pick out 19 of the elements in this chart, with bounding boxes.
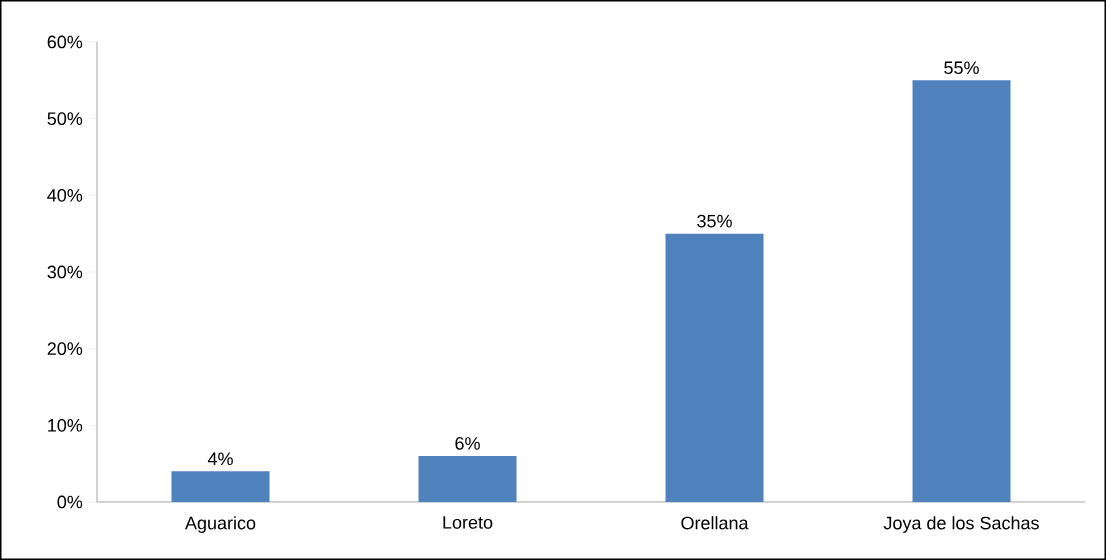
y-tick-label: 0% xyxy=(57,495,83,509)
x-tick-label: Aguarico xyxy=(185,516,256,533)
data-label: 4% xyxy=(207,452,233,466)
y-tick-label: 20% xyxy=(47,342,83,356)
x-tick-label: Joya de los Sachas xyxy=(883,516,1039,533)
data-label: 35% xyxy=(697,214,732,228)
y-tick-label: 50% xyxy=(47,112,83,126)
y-tick-label: 60% xyxy=(47,35,83,49)
y-tick-label: 40% xyxy=(47,188,83,202)
y-tick-label: 30% xyxy=(47,265,83,279)
data-label: 6% xyxy=(455,437,480,450)
data-label: 55% xyxy=(944,61,979,75)
bar xyxy=(665,233,764,502)
bar xyxy=(912,80,1011,502)
y-tick-label: 10% xyxy=(48,418,83,432)
bar xyxy=(171,471,270,502)
x-tick-label: Loreto xyxy=(443,516,493,529)
x-tick-label: Orellana xyxy=(681,516,749,530)
bar xyxy=(418,455,517,502)
